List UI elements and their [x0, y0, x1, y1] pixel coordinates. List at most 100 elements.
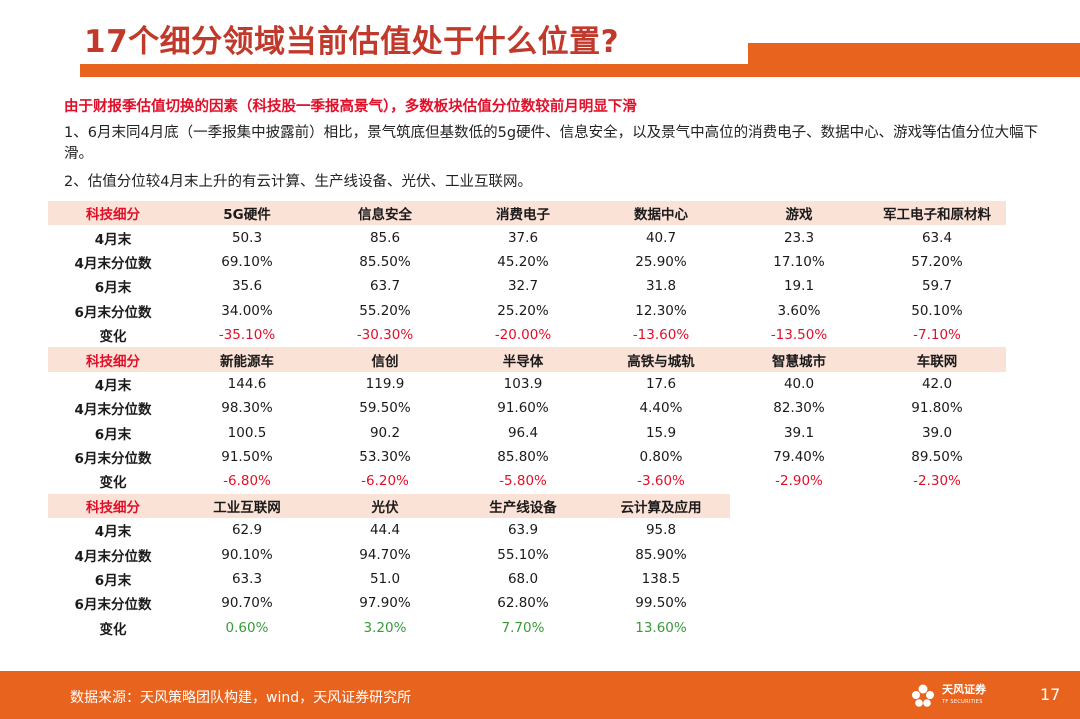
- change-cell: -6.80%: [223, 473, 271, 490]
- valuation-table: 科技细分 5G硬件 信息安全 消费电子 数据中心 游戏 军工电子和原材料 4月末 50.3 85.…: [48, 201, 1006, 640]
- logo-name-cn: 天风证券: [942, 683, 986, 696]
- sector-header-cell: 游戏: [730, 201, 868, 226]
- sector-header-cell: 工业互联网: [178, 493, 316, 519]
- value-cell: 53.30%: [359, 449, 411, 466]
- value-cell: 82.30%: [773, 400, 825, 417]
- value-cell: 19.1: [783, 278, 815, 295]
- value-cell: 0.80%: [639, 449, 683, 466]
- sector-header-cell: 消费电子: [454, 201, 592, 226]
- sector-header-cell: 生产线设备: [454, 493, 592, 519]
- row-label-cell: 变化: [99, 621, 127, 638]
- row-label-cell: 6月末分位数: [74, 304, 152, 321]
- change-cell: -13.50%: [770, 327, 828, 344]
- row-label-cell: 6月末: [94, 573, 132, 590]
- sector-header-cell: 信创: [316, 347, 454, 372]
- paragraph-2: 2、估值分位较4月末上升的有云计算、生产线设备、光伏、工业互联网。: [64, 174, 532, 190]
- empty-cell: [730, 616, 868, 640]
- row-label-cell: 4月末: [94, 524, 132, 541]
- table-header-row: 科技细分 工业互联网 光伏 生产线设备 云计算及应用: [48, 493, 1006, 519]
- value-cell: 37.6: [507, 229, 539, 246]
- value-cell: 34.00%: [221, 302, 273, 319]
- value-cell: 15.9: [645, 424, 677, 441]
- value-cell: 94.70%: [359, 546, 411, 563]
- row-label-cell: 6月末: [94, 426, 132, 443]
- sector-header-cell: 数据中心: [592, 201, 730, 226]
- empty-cell: [868, 567, 1006, 591]
- data-source-note: 数据来源：天风策略团队构建，wind，天风证券研究所: [70, 690, 412, 706]
- sector-header-cell: 云计算及应用: [592, 493, 730, 519]
- table-row: 4月末分位数 90.10% 94.70% 55.10% 85.90%: [48, 542, 1006, 566]
- header-label-cell: 科技细分: [48, 201, 178, 226]
- table-row: 6月末 63.3 51.0 68.0 138.5: [48, 567, 1006, 591]
- table-row: 变化 0.60% 3.20% 7.70% 13.60%: [48, 616, 1006, 640]
- empty-cell: [868, 494, 1006, 518]
- logo-name-en: TF SECURITIES: [942, 699, 983, 705]
- change-cell: 7.70%: [501, 619, 545, 636]
- change-cell: -35.10%: [218, 327, 276, 344]
- value-cell: 91.50%: [221, 449, 273, 466]
- value-cell: 85.90%: [635, 546, 687, 563]
- empty-cell: [730, 567, 868, 591]
- change-cell: -30.30%: [356, 327, 414, 344]
- table-row: 4月末 50.3 85.6 37.6 40.7 23.3 63.4: [48, 225, 1006, 249]
- row-label-cell: 变化: [99, 329, 127, 346]
- value-cell: 63.3: [231, 571, 263, 588]
- value-cell: 25.20%: [497, 302, 549, 319]
- empty-cell: [868, 518, 1006, 542]
- value-cell: 97.90%: [359, 595, 411, 612]
- value-cell: 85.50%: [359, 253, 411, 270]
- change-cell: -13.60%: [632, 327, 690, 344]
- value-cell: 90.10%: [221, 546, 273, 563]
- value-cell: 62.9: [231, 522, 263, 539]
- page-title: 17个细分领域当前估值处于什么位置?: [84, 24, 620, 60]
- value-cell: 119.9: [365, 375, 405, 392]
- row-label-cell: 4月末: [94, 231, 132, 248]
- value-cell: 4.40%: [639, 400, 683, 417]
- value-cell: 63.9: [507, 522, 539, 539]
- row-label-cell: 4月末: [94, 377, 132, 394]
- header-label-cell: 科技细分: [48, 347, 178, 372]
- change-cell: -5.80%: [499, 473, 547, 490]
- sector-header-cell: 军工电子和原材料: [868, 201, 1006, 226]
- value-cell: 68.0: [507, 571, 539, 588]
- paragraph-1: 1、6月末同4月底（一季报集中披露前）相比，景气筑底但基数低的5g硬件、信息安全…: [64, 125, 1039, 162]
- header-label-cell: 科技细分: [48, 493, 178, 519]
- sector-header-cell: 高铁与城轨: [592, 347, 730, 372]
- empty-cell: [868, 591, 1006, 615]
- sector-header-cell: 5G硬件: [178, 201, 316, 226]
- change-cell: -7.10%: [913, 327, 961, 344]
- sector-header-cell: 智慧城市: [730, 347, 868, 372]
- value-cell: 79.40%: [773, 449, 825, 466]
- value-cell: 90.2: [369, 424, 401, 441]
- row-label-cell: 4月末分位数: [74, 402, 152, 419]
- value-cell: 23.3: [783, 229, 815, 246]
- value-cell: 96.4: [507, 424, 539, 441]
- value-cell: 44.4: [369, 522, 401, 539]
- value-cell: 35.6: [231, 278, 263, 295]
- table-row: 6月末 100.5 90.2 96.4 15.9 39.1 39.0: [48, 421, 1006, 445]
- row-label-cell: 6月末分位数: [74, 597, 152, 614]
- flower-logo-icon: [912, 684, 934, 707]
- title-underline-bar: [80, 64, 1080, 77]
- value-cell: 39.0: [921, 424, 953, 441]
- table-row: 4月末 62.9 44.4 63.9 95.8: [48, 518, 1006, 542]
- row-label-cell: 6月末: [94, 280, 132, 297]
- table-row: 6月末 35.6 63.7 32.7 31.8 19.1 59.7: [48, 274, 1006, 298]
- table-row: 4月末 144.6 119.9 103.9 17.6 40.0 42.0: [48, 372, 1006, 396]
- value-cell: 95.8: [645, 522, 677, 539]
- row-label-cell: 变化: [99, 475, 127, 492]
- table-row: 6月末分位数 91.50% 53.30% 85.80% 0.80% 79.40% 89.50…: [48, 445, 1006, 469]
- table-row: 4月末分位数 69.10% 85.50% 45.20% 25.90% 17.10% 57.2…: [48, 250, 1006, 274]
- change-cell: -20.00%: [494, 327, 552, 344]
- change-cell: -3.60%: [637, 473, 685, 490]
- value-cell: 90.70%: [221, 595, 273, 612]
- value-cell: 55.20%: [359, 302, 411, 319]
- value-cell: 42.0: [921, 375, 953, 392]
- key-conclusion: 由于财报季估值切换的因素（科技股一季报高景气），多数板块估值分位数较前月明显下滑: [64, 99, 637, 115]
- value-cell: 69.10%: [221, 253, 273, 270]
- value-cell: 39.1: [783, 424, 815, 441]
- value-cell: 99.50%: [635, 595, 687, 612]
- value-cell: 85.6: [369, 229, 401, 246]
- value-cell: 40.7: [645, 229, 677, 246]
- value-cell: 17.10%: [773, 253, 825, 270]
